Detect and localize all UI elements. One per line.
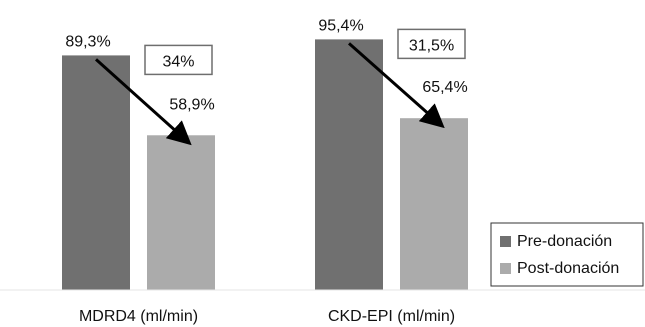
legend-label-post-donaci-n: Post-donación	[517, 260, 619, 277]
decrease-arrow-ckd-epi-ml-min	[348, 42, 445, 129]
difference-label-mdrd4-ml-min: 34%	[162, 53, 194, 70]
bar-post-donaci-n-mdrd4-ml-min	[147, 135, 215, 290]
legend-swatch-post-donaci-n	[500, 263, 511, 274]
legend-swatch-pre-donaci-n	[500, 236, 511, 247]
bar-pre-donaci-n-ckd-epi-ml-min	[315, 39, 383, 290]
arrows-layer	[94, 42, 445, 146]
data-label-post-mdrd4-ml-min: 58,9%	[169, 96, 214, 113]
category-labels: MDRD4 (ml/min) CKD-EPI (ml/min)	[79, 308, 455, 325]
category-label-ckd-epi-ml-min: CKD-EPI (ml/min)	[328, 308, 455, 325]
bars-layer	[62, 39, 468, 290]
data-label-post-ckd-epi-ml-min: 65,4%	[422, 79, 467, 96]
difference-label-ckd-epi-ml-min: 31,5%	[409, 37, 454, 54]
category-label-mdrd4-ml-min: MDRD4 (ml/min)	[79, 308, 198, 325]
legend-label-pre-donaci-n: Pre-donación	[517, 233, 612, 250]
labels-layer: 89,3% 58,9% 34% 95,4% 65,4% 31,5%	[65, 17, 467, 113]
difference-box-ckd-epi-ml-min	[397, 28, 466, 60]
bar-post-donaci-n-ckd-epi-ml-min	[400, 118, 468, 290]
difference-box-mdrd4-ml-min	[144, 44, 213, 76]
bar-pre-donaci-n-mdrd4-ml-min	[62, 55, 130, 290]
decrease-arrow-mdrd4-ml-min	[94, 58, 192, 146]
legend-box	[490, 222, 644, 287]
data-label-pre-mdrd4-ml-min: 89,3%	[65, 33, 110, 50]
data-label-pre-ckd-epi-ml-min: 95,4%	[318, 17, 363, 34]
legend: Pre-donación Post-donación	[490, 222, 644, 287]
